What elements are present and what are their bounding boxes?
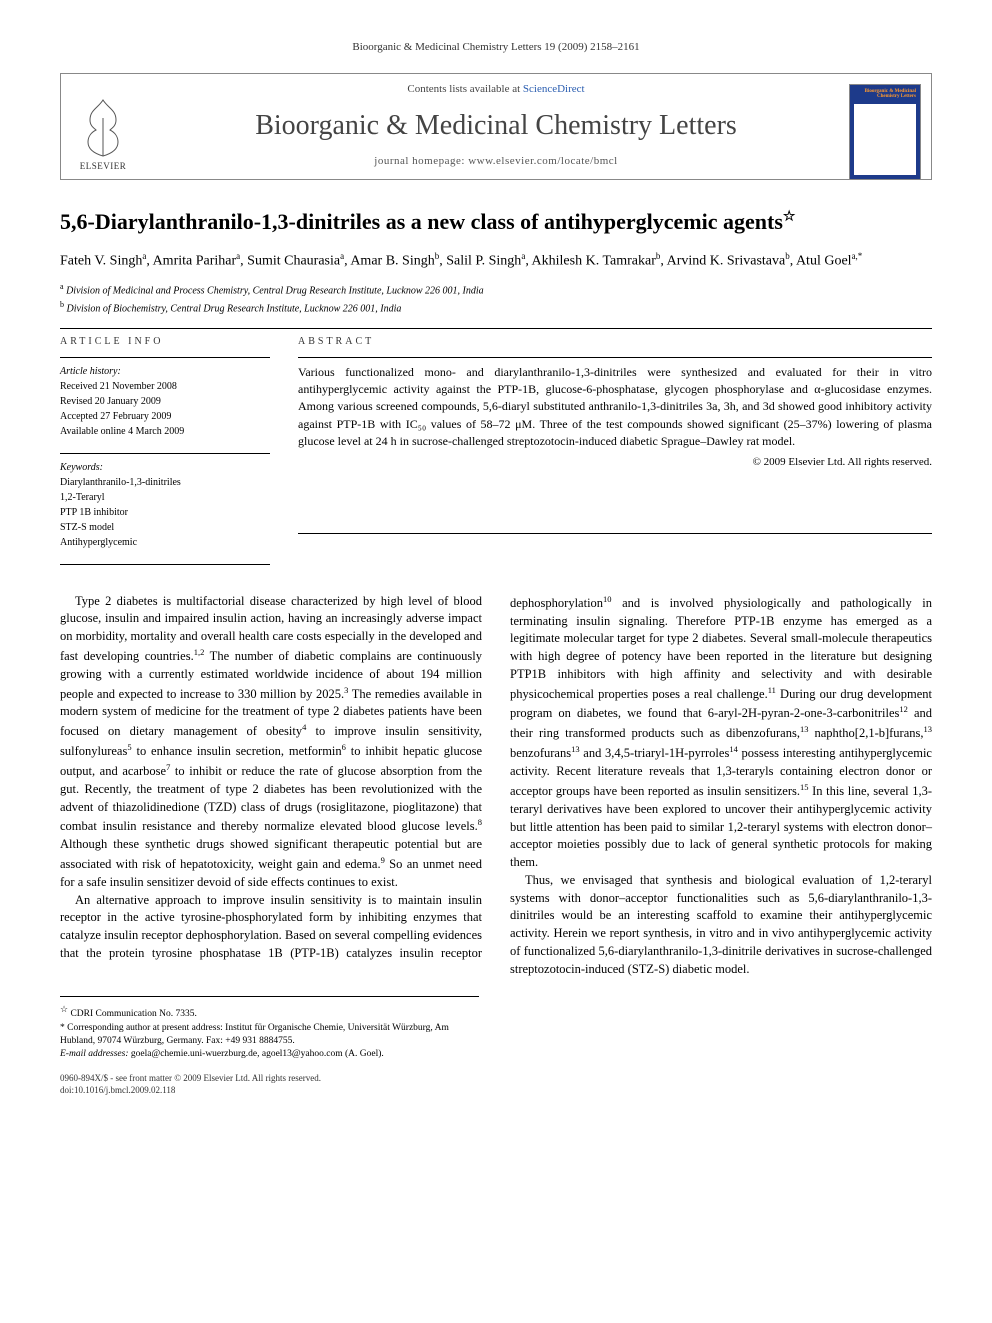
divider-rule [60,328,932,329]
footer-doi: doi:10.1016/j.bmcl.2009.02.118 [60,1084,932,1097]
keyword: Diarylanthranilo-1,3-dinitriles [60,475,270,490]
body-paragraph: Thus, we envisaged that synthesis and bi… [510,872,932,979]
affiliation-a: a Division of Medicinal and Process Chem… [60,281,932,298]
footnote-emails: E-mail addresses: goela@chemie.uni-wuerz… [60,1048,479,1061]
author-list: Fateh V. Singha, Amrita Parihara, Sumit … [60,250,932,272]
keyword: PTP 1B inhibitor [60,505,270,520]
email-label: E-mail addresses: [60,1049,129,1059]
keyword: STZ-S model [60,520,270,535]
footnotes: ☆ CDRI Communication No. 7335. * Corresp… [60,996,479,1061]
info-abstract-row: ARTICLE INFO Article history: Received 2… [60,335,932,571]
abstract-heading: ABSTRACT [298,335,932,349]
homepage-label: journal homepage: [374,155,468,167]
history-label: Article history: [60,364,270,379]
history-item: Available online 4 March 2009 [60,424,270,439]
footer-copyright: 0960-894X/$ - see front matter © 2009 El… [60,1072,932,1097]
footnote-star: ☆ CDRI Communication No. 7335. [60,1003,479,1021]
keyword: 1,2-Teraryl [60,490,270,505]
cover-body-placeholder [854,104,916,175]
footnote-corresponding: * Corresponding author at present addres… [60,1022,479,1049]
history-item: Revised 20 January 2009 [60,394,270,409]
email-addresses[interactable]: goela@chemie.uni-wuerzburg.de, agoel13@y… [131,1049,384,1059]
divider-rule [60,564,270,565]
journal-header-box: ELSEVIER Bioorganic & Medicinal Chemistr… [60,73,932,180]
body-two-column: Type 2 diabetes is multifactorial diseas… [60,593,932,979]
divider-rule [60,357,270,358]
homepage-url[interactable]: www.elsevier.com/locate/bmcl [468,155,618,167]
cover-title: Bioorganic & Medicinal Chemistry Letters [854,89,916,100]
contents-available-line: Contents lists available at ScienceDirec… [61,74,931,101]
divider-rule [298,533,932,534]
abstract-copyright: © 2009 Elsevier Ltd. All rights reserved… [298,455,932,470]
article-history: Article history: Received 21 November 20… [60,364,270,439]
keywords-label: Keywords: [60,460,270,475]
article-title: 5,6-Diarylanthranilo-1,3-dinitriles as a… [60,208,932,236]
footer-line-1: 0960-894X/$ - see front matter © 2009 El… [60,1072,932,1085]
journal-name: Bioorganic & Medicinal Chemistry Letters [61,101,931,155]
publisher-logo: ELSEVIER [71,92,135,172]
abstract-column: ABSTRACT Various functionalized mono- an… [298,335,932,571]
abstract-text: Various functionalized mono- and diaryla… [298,364,932,451]
title-text: 5,6-Diarylanthranilo-1,3-dinitriles as a… [60,209,783,234]
article-info-heading: ARTICLE INFO [60,335,270,349]
elsevier-tree-icon [78,98,128,158]
journal-cover-thumbnail: Bioorganic & Medicinal Chemistry Letters [849,84,921,180]
affiliations: a Division of Medicinal and Process Chem… [60,281,932,316]
article-info-column: ARTICLE INFO Article history: Received 2… [60,335,270,571]
contents-pre-text: Contents lists available at [407,83,522,95]
history-item: Accepted 27 February 2009 [60,409,270,424]
keyword: Antihyperglycemic [60,535,270,550]
divider-rule [60,453,270,454]
journal-homepage-line: journal homepage: www.elsevier.com/locat… [61,154,931,179]
divider-rule [298,357,932,358]
running-head: Bioorganic & Medicinal Chemistry Letters… [60,40,932,55]
affiliation-b: b Division of Biochemistry, Central Drug… [60,299,932,316]
history-item: Received 21 November 2008 [60,379,270,394]
sciencedirect-link[interactable]: ScienceDirect [523,83,585,95]
keywords-block: Keywords: Diarylanthranilo-1,3-dinitrile… [60,460,270,550]
title-footnote-marker: ☆ [783,210,796,225]
publisher-name: ELSEVIER [80,160,127,172]
body-paragraph: Type 2 diabetes is multifactorial diseas… [60,593,482,892]
